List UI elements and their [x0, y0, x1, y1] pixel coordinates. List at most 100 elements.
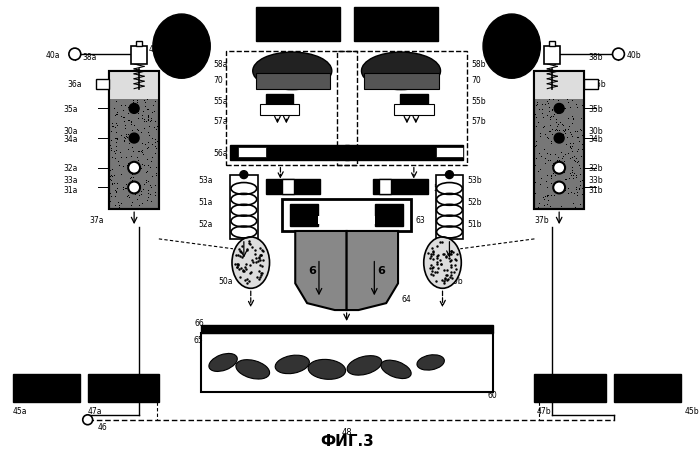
- Text: 70: 70: [214, 76, 223, 85]
- Circle shape: [553, 182, 565, 194]
- Bar: [230, 146, 349, 161]
- Text: 30a: 30a: [63, 126, 78, 135]
- Bar: [202, 325, 493, 333]
- Circle shape: [130, 104, 139, 114]
- Bar: [534, 375, 606, 402]
- Text: 6: 6: [308, 266, 316, 276]
- Text: 33b: 33b: [589, 176, 603, 185]
- Text: 41b: 41b: [524, 45, 539, 54]
- Text: 40b: 40b: [626, 50, 641, 59]
- Bar: [109, 72, 159, 210]
- Text: 6: 6: [377, 266, 385, 276]
- Bar: [379, 179, 391, 195]
- Bar: [354, 8, 438, 42]
- Text: 60: 60: [488, 390, 498, 399]
- Bar: [282, 200, 411, 231]
- Ellipse shape: [253, 53, 332, 90]
- Circle shape: [553, 162, 565, 174]
- Text: 58b: 58b: [471, 60, 486, 69]
- Bar: [375, 205, 403, 227]
- Polygon shape: [295, 231, 346, 310]
- Bar: [545, 47, 560, 65]
- Bar: [282, 179, 294, 195]
- Bar: [613, 375, 680, 402]
- Bar: [109, 72, 159, 210]
- Bar: [260, 105, 299, 116]
- Bar: [435, 175, 463, 239]
- Bar: [290, 205, 318, 227]
- Bar: [136, 42, 142, 47]
- Circle shape: [130, 134, 139, 144]
- Text: 50a: 50a: [218, 276, 232, 285]
- Bar: [337, 52, 467, 165]
- Ellipse shape: [153, 15, 210, 79]
- Bar: [400, 95, 428, 106]
- Text: 61a: 61a: [159, 25, 173, 34]
- Text: 57a: 57a: [214, 117, 228, 125]
- Text: 33a: 33a: [63, 176, 78, 185]
- Text: 45a: 45a: [13, 407, 27, 415]
- Bar: [344, 146, 463, 161]
- Text: 65: 65: [193, 336, 203, 344]
- Text: 36a: 36a: [67, 80, 81, 89]
- Circle shape: [83, 415, 92, 425]
- Ellipse shape: [275, 355, 309, 374]
- Bar: [202, 333, 493, 392]
- Bar: [534, 72, 584, 210]
- Circle shape: [128, 182, 140, 194]
- Text: 41a: 41a: [149, 45, 163, 54]
- Ellipse shape: [417, 355, 444, 370]
- Bar: [536, 73, 583, 99]
- Text: 57b: 57b: [471, 117, 486, 125]
- Text: 30b: 30b: [589, 126, 603, 135]
- Bar: [256, 8, 340, 42]
- Bar: [584, 79, 598, 90]
- Ellipse shape: [424, 237, 461, 289]
- Text: 31a: 31a: [63, 185, 77, 195]
- Text: 37b: 37b: [534, 215, 549, 224]
- Text: 63: 63: [416, 215, 426, 224]
- Bar: [365, 73, 439, 90]
- Text: 36b: 36b: [592, 80, 606, 89]
- Text: 32b: 32b: [589, 164, 603, 173]
- Bar: [111, 73, 158, 99]
- Text: 55b: 55b: [471, 97, 486, 106]
- Circle shape: [612, 49, 624, 61]
- Text: 38a: 38a: [83, 52, 97, 62]
- Circle shape: [240, 171, 248, 179]
- Text: 62b: 62b: [386, 10, 400, 19]
- Text: 53a: 53a: [198, 176, 213, 185]
- Text: 46: 46: [97, 422, 107, 431]
- Text: 38b: 38b: [589, 52, 603, 62]
- Ellipse shape: [308, 359, 346, 380]
- Bar: [373, 179, 428, 195]
- Text: 59b: 59b: [433, 184, 448, 193]
- Text: 35b: 35b: [589, 105, 603, 114]
- Text: 58a: 58a: [214, 60, 228, 69]
- Text: 66: 66: [195, 319, 204, 328]
- Text: 55a: 55a: [214, 97, 228, 106]
- Text: 37a: 37a: [90, 215, 104, 224]
- Circle shape: [69, 49, 81, 61]
- Text: 45b: 45b: [685, 407, 699, 415]
- Bar: [265, 179, 320, 195]
- Bar: [13, 375, 80, 402]
- Text: 48: 48: [342, 427, 352, 436]
- Text: 32a: 32a: [63, 164, 77, 173]
- Bar: [238, 148, 265, 157]
- Ellipse shape: [236, 360, 270, 379]
- Text: 70: 70: [471, 76, 481, 85]
- Bar: [265, 95, 293, 106]
- Ellipse shape: [209, 354, 237, 372]
- Bar: [131, 47, 147, 65]
- Bar: [435, 148, 463, 157]
- Text: 34b: 34b: [589, 134, 603, 143]
- Text: 47b: 47b: [536, 407, 551, 415]
- Text: 51a: 51a: [198, 197, 213, 207]
- Ellipse shape: [347, 356, 382, 375]
- Text: 56b: 56b: [440, 149, 454, 158]
- Text: 31b: 31b: [589, 185, 603, 195]
- Text: 52b: 52b: [467, 197, 482, 207]
- Ellipse shape: [361, 53, 440, 90]
- Text: ФИГ.3: ФИГ.3: [320, 433, 374, 448]
